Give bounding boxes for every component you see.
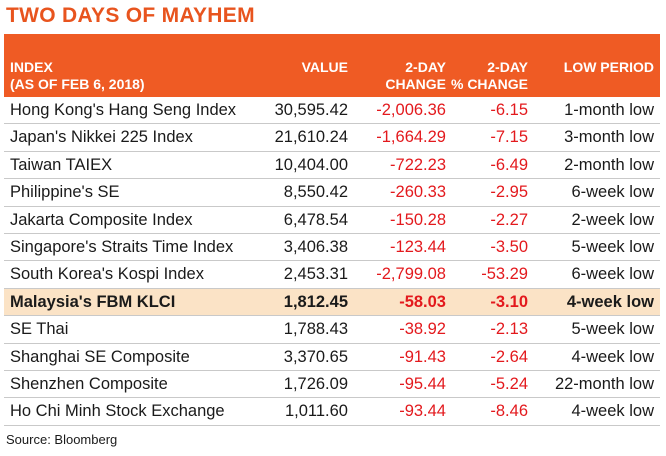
index-pct-change: -2.13 — [490, 320, 528, 339]
index-low-period: 22-month low — [554, 374, 654, 393]
index-name: Shanghai SE Composite — [10, 347, 190, 366]
table-row: SE Thai 1,788.43 -38.92 -2.13 5-week low — [4, 316, 660, 344]
table-row: South Korea's Kospi Index 2,453.31 -2,79… — [4, 261, 660, 289]
index-low-period: 2-week low — [571, 210, 654, 229]
index-change: -2,006.36 — [376, 101, 446, 119]
index-pct-change: -2.64 — [490, 347, 528, 366]
index-change: -2,799.08 — [376, 265, 446, 284]
index-pct-change: -8.46 — [490, 402, 528, 421]
index-change: -150.28 — [390, 210, 446, 229]
index-value: 3,370.65 — [283, 347, 348, 366]
index-name: Hong Kong's Hang Seng Index — [10, 101, 237, 119]
index-name: Singapore's Straits Time Index — [10, 237, 234, 256]
table-row: Singapore's Straits Time Index 3,406.38 … — [4, 234, 660, 262]
index-pct-change: -53.29 — [481, 265, 528, 284]
index-change: -1,664.29 — [376, 128, 446, 147]
index-value: 2,453.31 — [283, 265, 348, 284]
index-name: Shenzhen Composite — [10, 374, 168, 393]
index-name: SE Thai — [10, 320, 69, 339]
index-value: 21,610.24 — [274, 128, 348, 147]
index-change: -93.44 — [399, 402, 446, 421]
page-title: TWO DAYS OF MAYHEM — [6, 4, 255, 27]
header-low-period: LOW PERIOD — [564, 59, 654, 76]
index-change: -123.44 — [390, 237, 446, 256]
index-pct-change: -5.24 — [490, 374, 528, 393]
header-change-line2: CHANGE — [385, 76, 446, 92]
index-pct-change: -7.15 — [490, 128, 528, 147]
index-value: 6,478.54 — [283, 210, 348, 229]
index-name: Japan's Nikkei 225 Index — [10, 128, 193, 147]
table-row: Shenzhen Composite 1,726.09 -95.44 -5.24… — [4, 371, 660, 399]
indices-table: INDEX (AS OF FEB 6, 2018) VALUE 2-DAY CH… — [4, 34, 660, 426]
header-index-label: INDEX — [10, 59, 53, 75]
index-pct-change: -6.49 — [490, 155, 528, 174]
header-index-date: (AS OF FEB 6, 2018) — [10, 76, 145, 92]
index-low-period: 5-week low — [571, 237, 654, 256]
index-change: -260.33 — [390, 183, 446, 202]
header-pct-line2: % CHANGE — [450, 76, 528, 92]
header-value-label: VALUE — [301, 59, 348, 75]
index-value: 8,550.42 — [283, 183, 348, 202]
index-pct-change: -3.50 — [490, 237, 528, 256]
index-name: South Korea's Kospi Index — [10, 265, 204, 284]
index-low-period: 1-month low — [564, 101, 654, 119]
header-index: INDEX (AS OF FEB 6, 2018) — [10, 59, 145, 93]
index-value: 3,406.38 — [283, 237, 348, 256]
table-row: Philippine's SE 8,550.42 -260.33 -2.95 6… — [4, 179, 660, 207]
table-row: Hong Kong's Hang Seng Index 30,595.42 -2… — [4, 97, 660, 125]
index-pct-change: -6.15 — [490, 101, 528, 119]
index-name: Ho Chi Minh Stock Exchange — [10, 402, 225, 421]
index-pct-change: -2.27 — [490, 210, 528, 229]
index-name: Jakarta Composite Index — [10, 210, 193, 229]
table-row: Shanghai SE Composite 3,370.65 -91.43 -2… — [4, 344, 660, 371]
source-note: Source: Bloomberg — [6, 432, 118, 447]
header-pct-line1: 2-DAY — [487, 59, 528, 75]
index-value: 1,011.60 — [284, 402, 348, 421]
index-value: 1,812.45 — [283, 292, 348, 311]
table-row: Taiwan TAIEX 10,404.00 -722.23 -6.49 2-m… — [4, 152, 660, 180]
index-low-period: 4-week low — [571, 347, 654, 366]
table-row: Japan's Nikkei 225 Index 21,610.24 -1,66… — [4, 124, 660, 152]
index-change: -91.43 — [399, 347, 446, 366]
index-name: Philippine's SE — [10, 183, 120, 202]
index-change: -722.23 — [390, 155, 446, 174]
index-value: 1,726.09 — [283, 374, 348, 393]
index-name: Taiwan TAIEX — [10, 155, 113, 174]
index-name: Malaysia's FBM KLCI — [10, 292, 176, 311]
table-row: Ho Chi Minh Stock Exchange 1,011.60 -93.… — [4, 398, 660, 426]
index-low-period: 6-week low — [571, 183, 654, 202]
table-header: INDEX (AS OF FEB 6, 2018) VALUE 2-DAY CH… — [4, 34, 660, 97]
index-low-period: 3-month low — [564, 128, 654, 147]
index-low-period: 4-week low — [566, 292, 654, 311]
index-value: 10,404.00 — [274, 155, 348, 174]
index-change: -58.03 — [399, 292, 446, 311]
header-change: 2-DAY CHANGE — [385, 59, 446, 93]
index-value: 30,595.42 — [274, 101, 348, 119]
header-pct-change: 2-DAY % CHANGE — [451, 59, 528, 93]
index-low-period: 5-week low — [571, 320, 654, 339]
index-pct-change: -3.10 — [490, 292, 528, 311]
header-value: VALUE — [302, 59, 348, 76]
index-low-period: 2-month low — [564, 155, 654, 174]
index-value: 1,788.43 — [283, 320, 348, 339]
index-pct-change: -2.95 — [490, 183, 528, 202]
index-change: -38.92 — [399, 320, 446, 339]
header-change-line1: 2-DAY — [405, 59, 446, 75]
table-row-highlighted: Malaysia's FBM KLCI 1,812.45 -58.03 -3.1… — [4, 288, 660, 317]
table-row: Jakarta Composite Index 6,478.54 -150.28… — [4, 207, 660, 234]
index-change: -95.44 — [399, 374, 446, 393]
header-low-label: LOW PERIOD — [563, 59, 654, 75]
index-low-period: 6-week low — [571, 265, 654, 284]
index-low-period: 4-week low — [571, 402, 654, 421]
